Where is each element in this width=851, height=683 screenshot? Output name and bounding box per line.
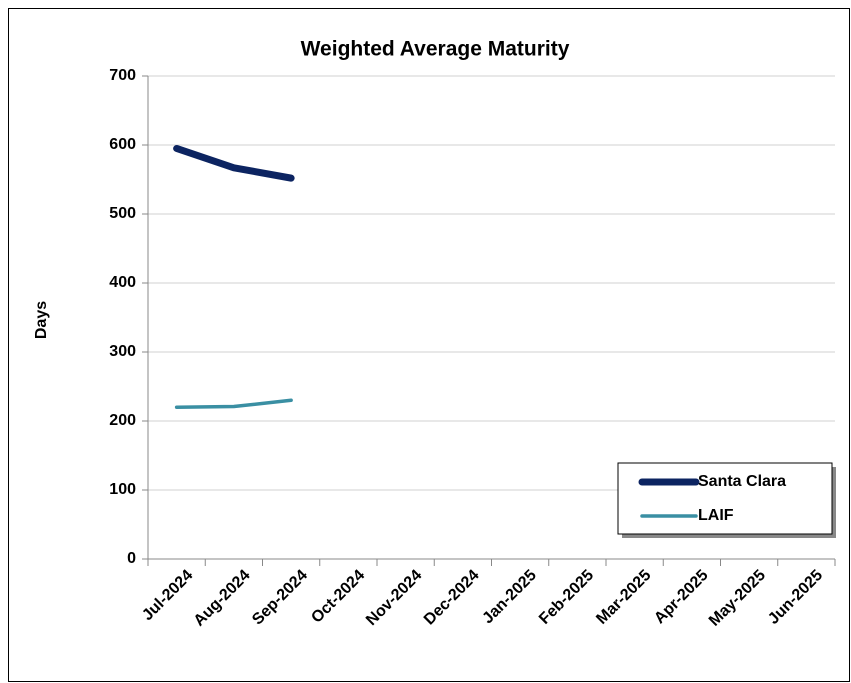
series-line [173,144,295,182]
y-axis-label: Days [33,301,50,339]
y-tick-label: 100 [109,481,136,498]
y-tick-label: 700 [109,67,136,84]
y-tick-label: 500 [109,205,136,222]
chart-frame [8,8,850,682]
y-tick-label: 0 [127,550,136,567]
legend: Santa Clara LAIF [617,462,836,538]
y-tick-label: 400 [109,274,136,291]
chart-title: Weighted Average Maturity [301,38,570,61]
legend-box [617,462,833,535]
legend-label: LAIF [698,507,734,524]
series-line [174,398,293,409]
legend-label: Santa Clara [698,473,786,490]
y-tick-label: 600 [109,136,136,153]
y-tick-label: 300 [109,343,136,360]
y-tick-label: 200 [109,412,136,429]
